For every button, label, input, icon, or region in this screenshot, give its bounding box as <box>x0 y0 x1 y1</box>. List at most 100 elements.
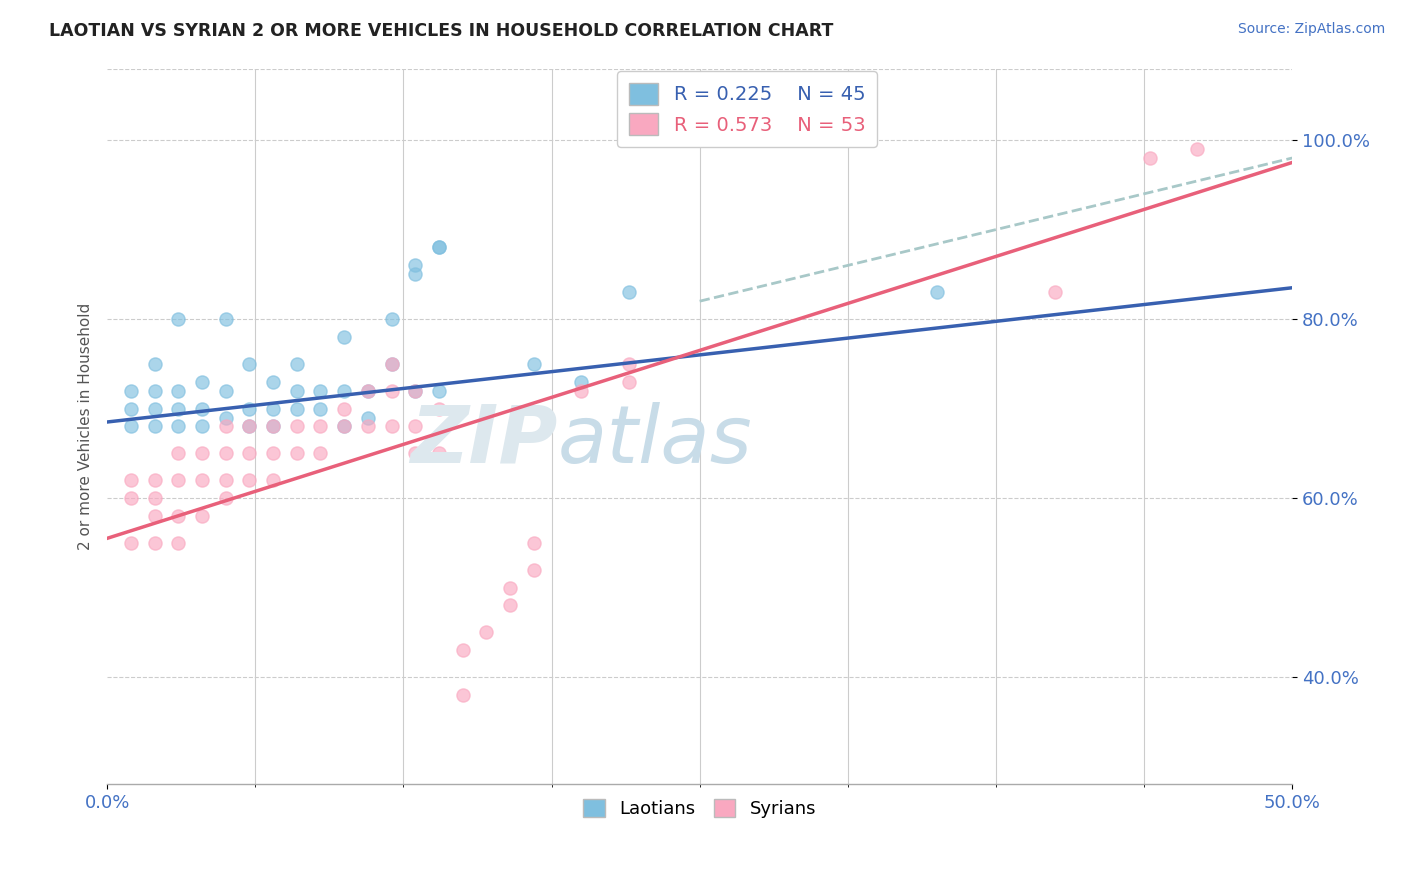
Point <box>333 401 356 416</box>
Point <box>167 384 190 398</box>
Point <box>120 473 142 487</box>
Point <box>262 473 284 487</box>
Point <box>214 384 236 398</box>
Point <box>238 419 260 434</box>
Text: atlas: atlas <box>557 401 752 480</box>
Point <box>357 384 380 398</box>
Point <box>120 491 142 505</box>
Point <box>523 536 546 550</box>
Point <box>404 259 426 273</box>
Point <box>427 401 450 416</box>
Point <box>238 446 260 460</box>
Point <box>309 401 332 416</box>
Point <box>523 563 546 577</box>
Point <box>1043 285 1066 300</box>
Point <box>262 401 284 416</box>
Point <box>214 446 236 460</box>
Point <box>120 384 142 398</box>
Point <box>499 599 522 613</box>
Point <box>238 401 260 416</box>
Point <box>451 643 474 657</box>
Point <box>191 401 214 416</box>
Point <box>285 357 308 371</box>
Point <box>167 536 190 550</box>
Point <box>191 446 214 460</box>
Point <box>380 357 402 371</box>
Text: Source: ZipAtlas.com: Source: ZipAtlas.com <box>1237 22 1385 37</box>
Point <box>309 419 332 434</box>
Point <box>120 401 142 416</box>
Point <box>1187 142 1209 156</box>
Point <box>925 285 948 300</box>
Point <box>262 419 284 434</box>
Point <box>427 446 450 460</box>
Point <box>214 312 236 326</box>
Point <box>451 688 474 702</box>
Point <box>285 446 308 460</box>
Point <box>357 419 380 434</box>
Point <box>404 268 426 282</box>
Point <box>167 473 190 487</box>
Point <box>617 357 640 371</box>
Point <box>404 384 426 398</box>
Point <box>333 419 356 434</box>
Point <box>167 312 190 326</box>
Point <box>143 384 166 398</box>
Point <box>143 473 166 487</box>
Point <box>617 375 640 389</box>
Point <box>285 384 308 398</box>
Point <box>617 285 640 300</box>
Point <box>167 419 190 434</box>
Point <box>427 240 450 254</box>
Point <box>427 384 450 398</box>
Point <box>404 419 426 434</box>
Point <box>214 473 236 487</box>
Point <box>569 375 592 389</box>
Point <box>238 419 260 434</box>
Point <box>214 419 236 434</box>
Point <box>143 401 166 416</box>
Text: LAOTIAN VS SYRIAN 2 OR MORE VEHICLES IN HOUSEHOLD CORRELATION CHART: LAOTIAN VS SYRIAN 2 OR MORE VEHICLES IN … <box>49 22 834 40</box>
Point <box>143 357 166 371</box>
Point <box>238 473 260 487</box>
Point <box>238 357 260 371</box>
Point <box>357 384 380 398</box>
Point <box>143 508 166 523</box>
Point <box>285 401 308 416</box>
Point <box>191 473 214 487</box>
Text: ZIP: ZIP <box>411 401 557 480</box>
Point <box>404 446 426 460</box>
Point <box>214 410 236 425</box>
Point <box>404 384 426 398</box>
Point <box>285 419 308 434</box>
Point <box>191 508 214 523</box>
Point <box>380 384 402 398</box>
Point <box>333 330 356 344</box>
Point <box>191 375 214 389</box>
Point <box>143 536 166 550</box>
Point <box>333 384 356 398</box>
Legend: Laotians, Syrians: Laotians, Syrians <box>576 792 824 825</box>
Point <box>262 446 284 460</box>
Point <box>120 536 142 550</box>
Point <box>214 491 236 505</box>
Point <box>167 401 190 416</box>
Point <box>427 240 450 254</box>
Point <box>309 446 332 460</box>
Point <box>262 419 284 434</box>
Point <box>569 384 592 398</box>
Point <box>191 419 214 434</box>
Point <box>120 419 142 434</box>
Point <box>380 419 402 434</box>
Point <box>333 419 356 434</box>
Point <box>380 357 402 371</box>
Point <box>143 419 166 434</box>
Point <box>143 491 166 505</box>
Point <box>1139 151 1161 165</box>
Point <box>309 384 332 398</box>
Point <box>499 581 522 595</box>
Point <box>475 625 498 640</box>
Point <box>167 446 190 460</box>
Y-axis label: 2 or more Vehicles in Household: 2 or more Vehicles in Household <box>79 303 93 550</box>
Point <box>380 312 402 326</box>
